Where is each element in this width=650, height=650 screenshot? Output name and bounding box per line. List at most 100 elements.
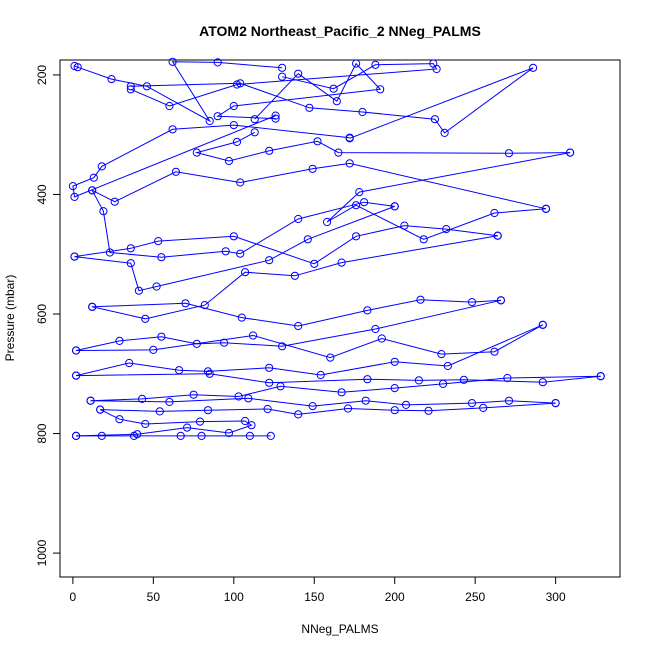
data-point (440, 128, 449, 137)
data-point (503, 373, 512, 383)
data-point (310, 259, 319, 268)
series-5 (213, 59, 385, 124)
series-2 (126, 59, 441, 111)
series-15 (72, 320, 547, 362)
data-point (134, 286, 143, 295)
series-6 (192, 128, 575, 166)
data-point (97, 162, 106, 171)
series-4 (68, 111, 354, 201)
data-point (70, 252, 79, 261)
x-tick-label: 300 (546, 590, 566, 604)
data-point (529, 63, 538, 72)
data-point (141, 314, 150, 323)
data-point (232, 137, 242, 146)
data-point (360, 198, 369, 207)
data-point (371, 324, 380, 334)
data-point (115, 415, 124, 424)
data-point (294, 410, 303, 419)
data-point (241, 268, 250, 277)
data-point (265, 378, 274, 387)
data-point (88, 186, 97, 195)
data-point (213, 112, 222, 121)
data-point (115, 336, 124, 345)
data-point (377, 334, 386, 343)
plot-frame (59, 59, 621, 578)
data-point (352, 232, 361, 241)
data-point (278, 342, 287, 351)
data-point (168, 125, 177, 134)
data-point (176, 431, 185, 440)
data-point (154, 237, 163, 246)
x-axis-label: NNeg_PALMS (301, 622, 378, 636)
data-point (237, 313, 246, 322)
series-18 (86, 372, 605, 405)
series-line (75, 299, 502, 351)
data-point (213, 58, 222, 67)
series-line (90, 375, 601, 402)
data-point (250, 115, 259, 124)
data-point (157, 253, 166, 262)
data-point (195, 417, 205, 426)
y-axis: 200 400 600 800 1000 (35, 65, 60, 566)
x-tick-label: 0 (70, 590, 77, 604)
data-point (551, 399, 560, 408)
series-21 (72, 405, 256, 440)
data-point (343, 404, 353, 413)
data-point (165, 101, 174, 111)
data-point (229, 101, 238, 111)
data-point (271, 114, 280, 123)
data-point (313, 137, 322, 146)
data-point (141, 419, 150, 429)
data-point (390, 357, 399, 366)
series-line (74, 61, 283, 123)
data-point (358, 107, 367, 117)
data-point (89, 173, 98, 182)
data-point (541, 204, 551, 213)
data-point (352, 59, 361, 68)
data-point (467, 298, 477, 307)
data-point (400, 221, 409, 230)
data-point (157, 332, 166, 341)
data-point (496, 296, 505, 305)
data-point (276, 382, 285, 391)
data-point (308, 164, 317, 173)
data-point (171, 167, 180, 176)
series-12 (88, 231, 502, 323)
data-point (72, 371, 81, 380)
data-point (390, 384, 399, 393)
data-point (355, 188, 364, 197)
series-line (90, 397, 556, 407)
data-point (467, 399, 477, 408)
data-point (424, 406, 433, 415)
data-point (538, 320, 547, 329)
series-1 (70, 57, 287, 126)
series-line (76, 324, 544, 359)
data-point (290, 271, 299, 280)
series-line (130, 63, 438, 107)
data-point (430, 115, 439, 124)
data-point (221, 247, 230, 256)
data-point (203, 367, 213, 376)
series-line (76, 373, 601, 384)
data-point (278, 63, 287, 72)
series-line (194, 131, 571, 162)
y-tick-label: 1000 (35, 539, 49, 566)
series-22 (72, 431, 275, 440)
data-point (401, 400, 411, 409)
data-point (363, 306, 372, 315)
data-point (250, 128, 259, 137)
data-point (236, 79, 245, 88)
series-7 (323, 148, 575, 244)
series-line (92, 235, 498, 320)
data-point (390, 202, 399, 211)
series-14 (72, 296, 505, 355)
data-point (437, 350, 446, 359)
data-point (149, 345, 158, 354)
data-point (192, 148, 201, 157)
data-point (105, 248, 115, 257)
data-point (294, 69, 303, 78)
data-point (265, 363, 274, 372)
data-point (249, 331, 258, 340)
series-11 (70, 221, 502, 268)
